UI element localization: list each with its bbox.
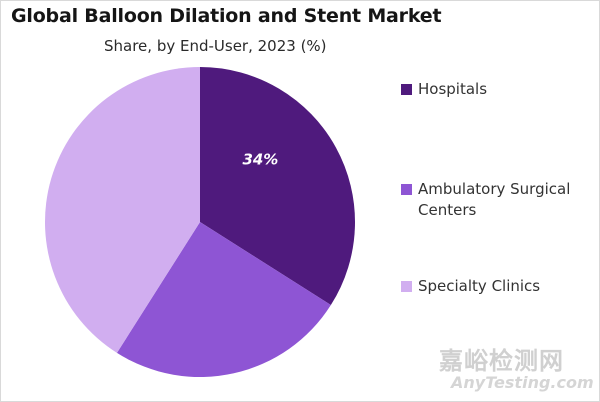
watermark-chinese-text: 嘉峪检测网 xyxy=(439,347,564,375)
legend-item-specialty-clinics: Specialty Clinics xyxy=(401,276,588,297)
pie-slice-specialty-clinics xyxy=(45,67,201,353)
legend-label-specialty-clinics: Specialty Clinics xyxy=(418,277,541,295)
legend-label-ambulatory-surgical-centers: Ambulatory Surgical Centers xyxy=(418,180,571,219)
legend-item-ambulatory-surgical-centers: Ambulatory Surgical Centers xyxy=(401,179,588,221)
legend-item-hospitals: Hospitals xyxy=(401,79,588,100)
pie-data-label-hospitals: 34% xyxy=(242,150,278,168)
chart-subtitle: Share, by End-User, 2023 (%) xyxy=(104,37,327,55)
legend-swatch-ambulatory-surgical-centers xyxy=(401,184,412,195)
legend-swatch-hospitals xyxy=(401,84,412,95)
legend-swatch-specialty-clinics xyxy=(401,281,412,292)
pie-slice-hospitals xyxy=(200,67,355,306)
pie-slice-ambulatory-surgical-centers xyxy=(116,222,331,378)
chart-title: Global Balloon Dilation and Stent Market xyxy=(11,5,442,27)
watermark-english-text: AnyTesting.com xyxy=(451,373,594,392)
legend-label-hospitals: Hospitals xyxy=(418,80,488,98)
